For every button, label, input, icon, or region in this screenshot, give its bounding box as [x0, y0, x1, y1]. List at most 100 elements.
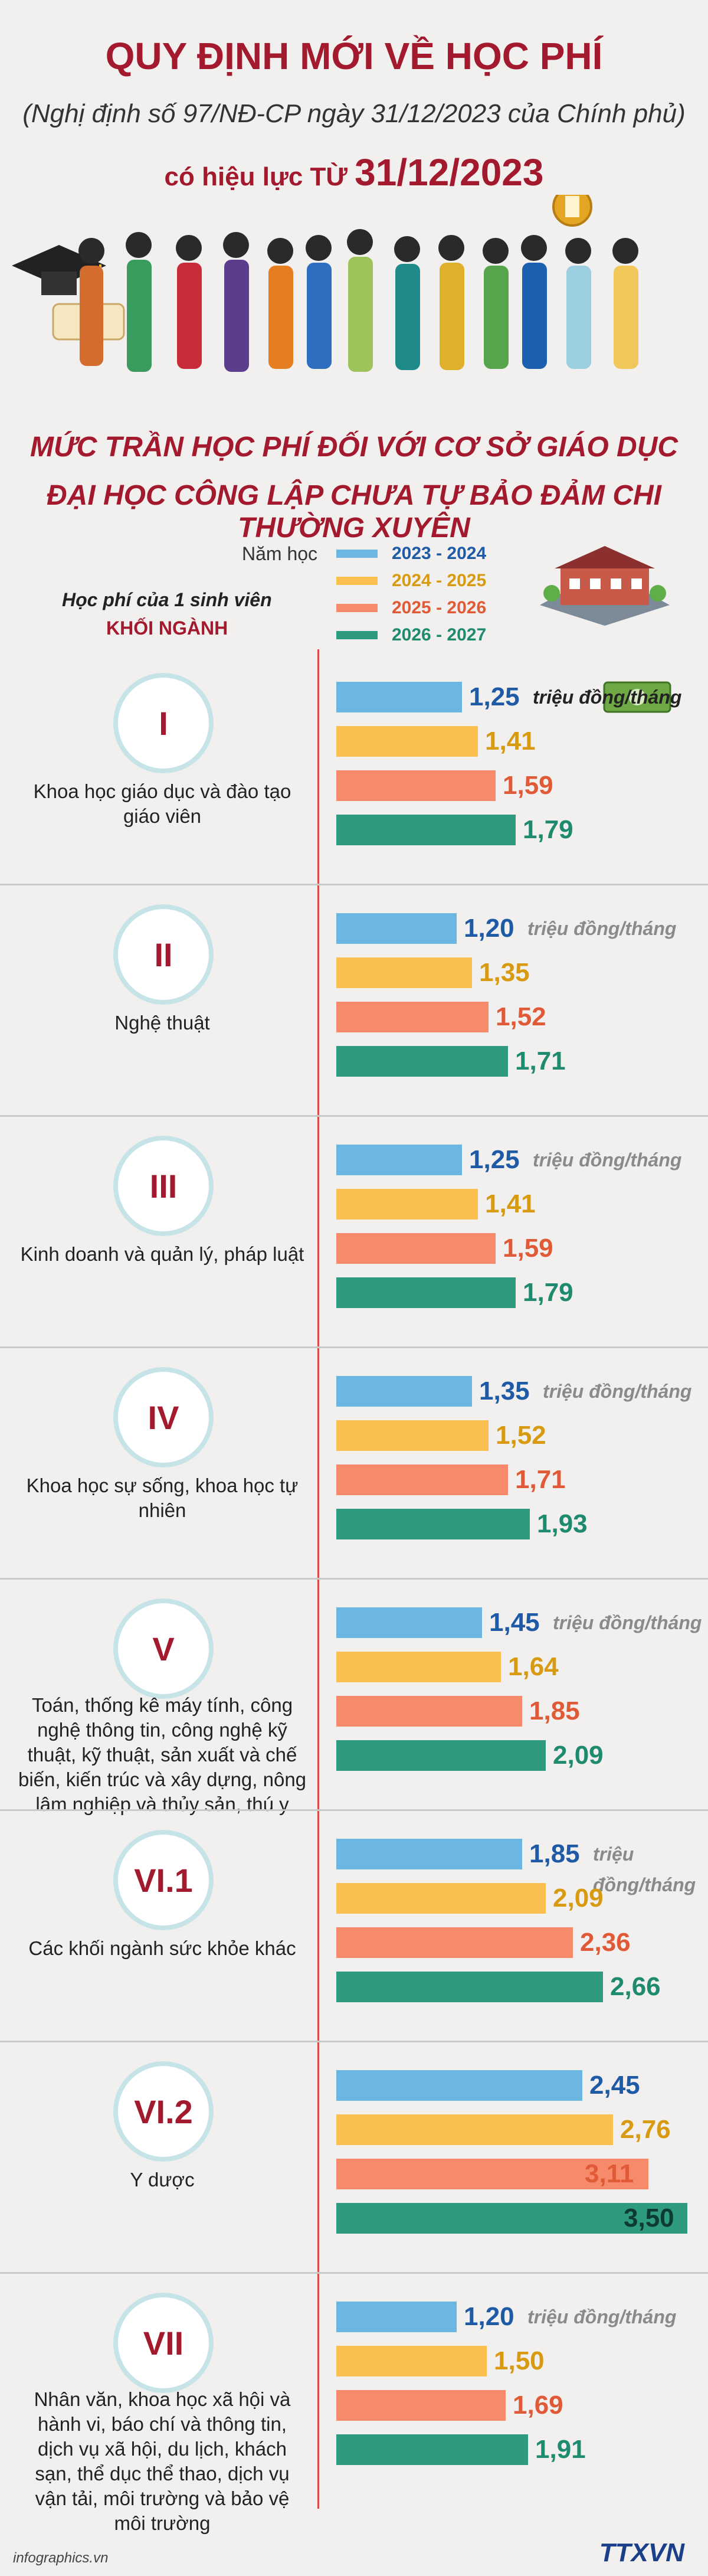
value-label: 1,91: [535, 2435, 586, 2464]
value-label: 1,52: [496, 1002, 546, 1031]
value-label: 1,71: [515, 1047, 566, 1075]
value-label: 1,69: [513, 2391, 563, 2420]
legend-item: 2026 - 2027: [336, 623, 486, 647]
school-year-label: Năm học: [242, 543, 318, 564]
bar-VII-0: [336, 2302, 457, 2332]
group-separator: [0, 884, 708, 885]
source-credit: infographics.vn: [13, 2550, 109, 2566]
legend-swatch: [336, 550, 378, 558]
value-label: 1,35: [479, 1377, 530, 1405]
bar-VI.2-3: [336, 2203, 687, 2234]
legend-label: 2024 - 2025: [392, 571, 487, 590]
chart-heading-line2: ĐẠI HỌC CÔNG LẬP CHƯA TỰ BẢO ĐẢM CHI THƯ…: [46, 480, 662, 544]
legend-item: 2023 - 2024: [336, 542, 486, 565]
value-label: 1,20: [464, 914, 514, 943]
value-label: 3,11: [585, 2159, 634, 2188]
group-separator: [0, 1578, 708, 1580]
effective-prefix: có hiệu lực TỪ: [164, 162, 348, 191]
bar-IV-2: [336, 1464, 508, 1495]
legend-label: 2025 - 2026: [392, 598, 487, 617]
group-separator: [0, 1809, 708, 1811]
bar-VI.2-2: [336, 2159, 648, 2189]
group-name: Khoa học giáo dục và đào tạo giáo viên: [33, 780, 291, 827]
bar-VII-2: [336, 2390, 506, 2421]
effective-date: 31/12/2023: [355, 151, 544, 194]
value-label: 1,35: [479, 958, 530, 987]
value-label: 1,45: [489, 1608, 540, 1637]
coin-icon: [552, 195, 592, 227]
banknote-icon: [603, 681, 671, 713]
bar-V-2: [336, 1696, 522, 1727]
value-label: 1,59: [503, 771, 553, 800]
bar-II-2: [336, 1002, 489, 1032]
bar-III-1: [336, 1189, 478, 1220]
bar-IV-3: [336, 1509, 530, 1539]
group-code-badge: I: [113, 673, 214, 773]
legend-label: 2026 - 2027: [392, 625, 487, 645]
value-label: 2,36: [580, 1928, 631, 1957]
group-name: Kinh doanh và quản lý, pháp luật: [20, 1243, 304, 1265]
effective-date-line: có hiệu lực TỪ 31/12/2023: [0, 151, 708, 194]
group-code-badge: II: [113, 904, 214, 1005]
bar-I-1: [336, 726, 478, 757]
value-label: 1,59: [503, 1234, 553, 1263]
value-label: 2,76: [620, 2115, 671, 2144]
value-label: 1,50: [494, 2346, 545, 2375]
bar-VI.1-3: [336, 1972, 603, 2002]
group-code-badge: III: [113, 1136, 214, 1236]
page-title: QUY ĐỊNH MỚI VỀ HỌC PHÍ: [105, 35, 603, 77]
group-name: Y dược: [130, 2169, 195, 2191]
value-label: 1,20: [464, 2302, 514, 2331]
value-label: 1,85: [529, 1696, 580, 1725]
value-label: 1,41: [485, 727, 536, 756]
bar-VI.1-0: [336, 1839, 522, 1869]
bar-III-2: [336, 1233, 496, 1264]
value-label: 2,09: [553, 1741, 604, 1770]
group-separator: [0, 1115, 708, 1117]
value-label: 1,25: [469, 682, 520, 711]
legend-swatch: [336, 577, 378, 585]
group-name: Khoa học sự sống, khoa học tự nhiên: [26, 1475, 299, 1521]
value-label: 2,09: [553, 1884, 604, 1913]
value-label: 1,25: [469, 1145, 520, 1174]
students-illustration: [12, 195, 638, 372]
unit-label: triệu đồng/tháng: [533, 1149, 682, 1171]
unit-label: triệu đồng/tháng: [593, 1843, 696, 1895]
bar-III-3: [336, 1277, 516, 1308]
group-code-badge: VI.1: [113, 1830, 214, 1930]
group-separator: [0, 2041, 708, 2042]
value-label: 2,45: [589, 2071, 640, 2100]
bar-VI.1-1: [336, 1883, 546, 1914]
bar-I-2: [336, 770, 496, 801]
group-separator: [0, 2272, 708, 2274]
bar-I-3: [336, 815, 516, 845]
legend-swatch: [336, 604, 378, 612]
bar-VI.1-2: [336, 1927, 573, 1958]
unit-label: triệu đồng/tháng: [543, 1381, 692, 1402]
value-label: 1,93: [537, 1509, 588, 1538]
bar-IV-1: [336, 1420, 489, 1451]
group-code-badge: V: [113, 1598, 214, 1699]
unit-label: triệu đồng/tháng: [553, 1612, 702, 1633]
value-label: 1,41: [485, 1189, 536, 1218]
legend-item: 2024 - 2025: [336, 569, 486, 593]
bar-II-1: [336, 957, 472, 988]
group-name: Toán, thống kê máy tính, công nghệ thông…: [18, 1694, 307, 1815]
unit-label: triệu đồng/tháng: [527, 918, 677, 939]
value-label: 1,79: [523, 815, 573, 844]
value-label: 3,50: [624, 2204, 674, 2232]
bar-V-3: [336, 1740, 546, 1771]
group-name: Nhân văn, khoa học xã hội và hành vi, bá…: [34, 2388, 291, 2534]
legend-item: 2025 - 2026: [336, 596, 486, 620]
group-code-badge: VII: [113, 2293, 214, 2393]
value-label: 2,66: [610, 1972, 661, 2001]
bar-III-0: [336, 1145, 462, 1175]
bar-VII-3: [336, 2434, 528, 2465]
chart-heading-line1: MỨC TRẦN HỌC PHÍ ĐỐI VỚI CƠ SỞ GIÁO DỤC: [30, 431, 678, 463]
bar-I-0: [336, 682, 462, 712]
legend-swatch: [336, 631, 378, 639]
value-label: 1,85: [529, 1839, 580, 1868]
ttxvn-logo: TTXVN: [599, 2538, 684, 2567]
bar-IV-0: [336, 1376, 472, 1407]
per-student-label: Học phí của 1 sinh viên: [62, 589, 272, 610]
